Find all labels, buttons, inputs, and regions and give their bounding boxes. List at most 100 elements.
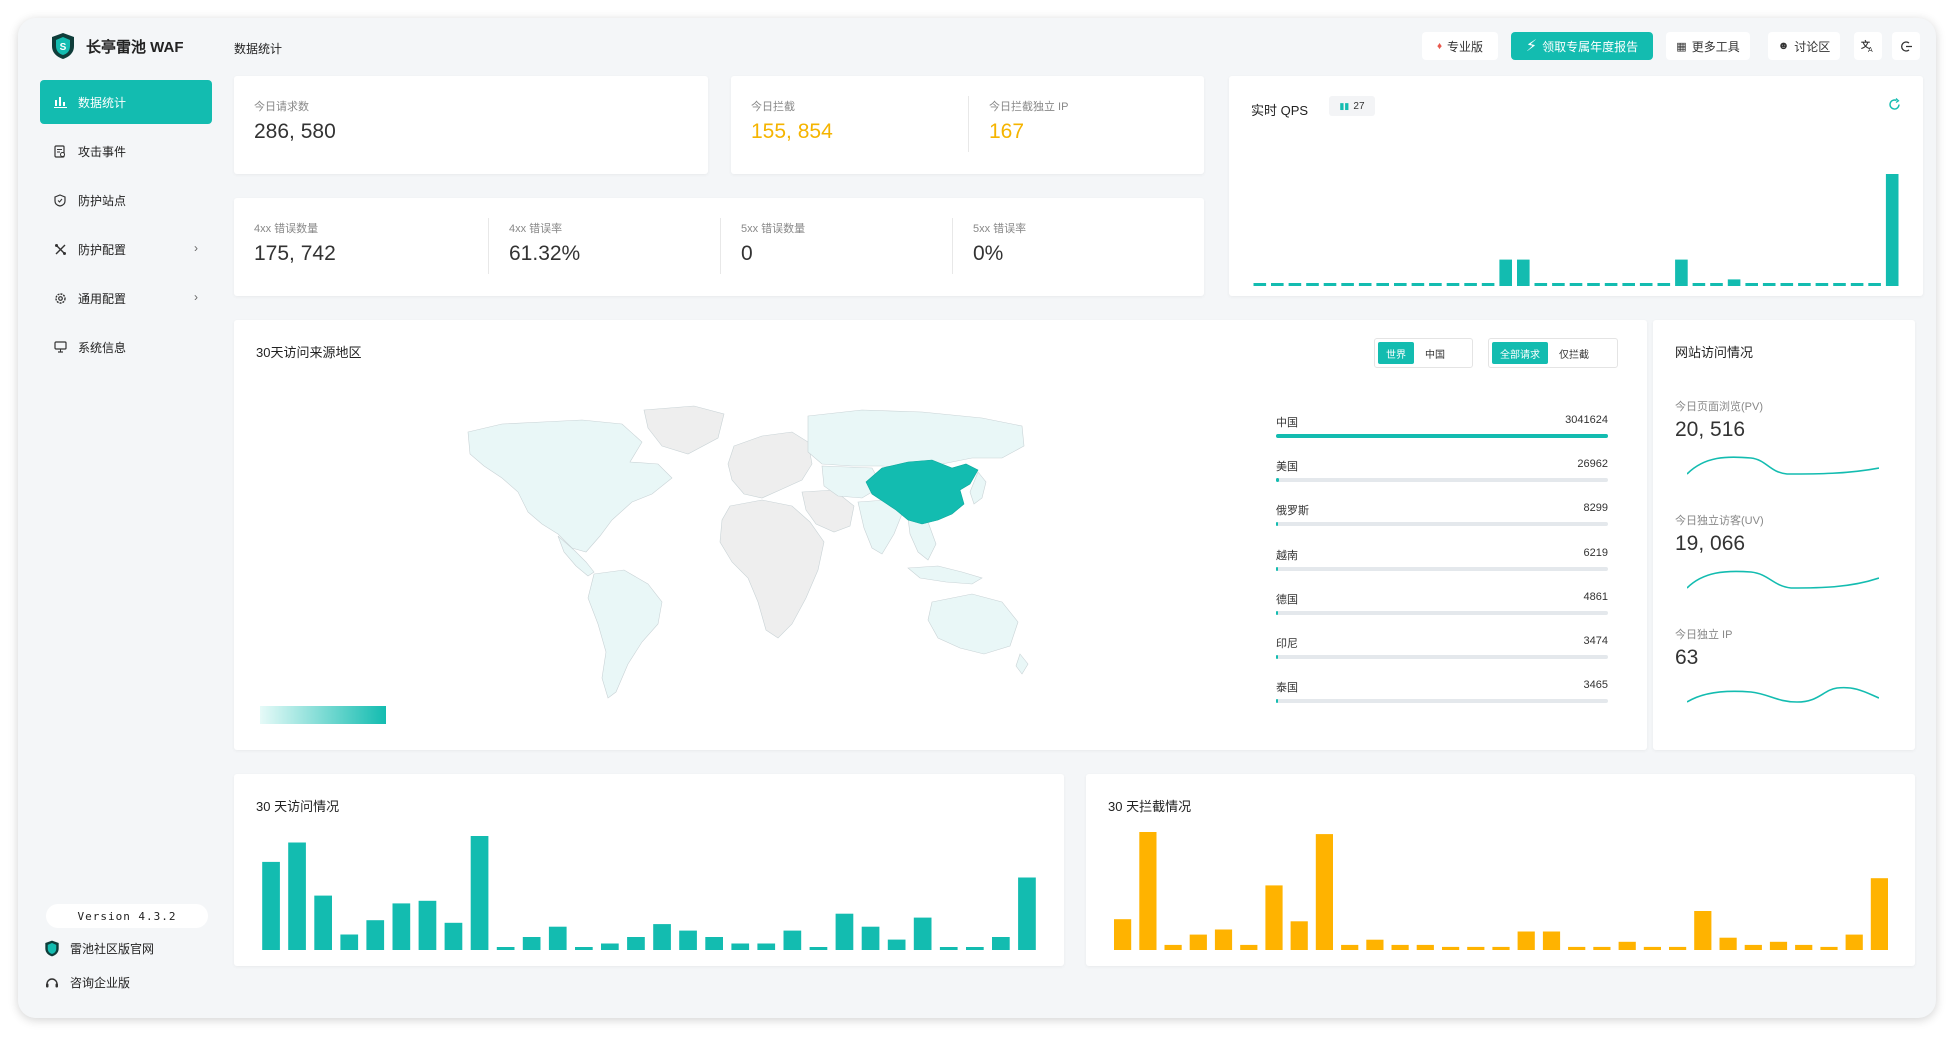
sidebar-item-label: 系统信息 (78, 340, 127, 355)
shield-logo-icon: S (52, 33, 74, 59)
chart-bar (1429, 283, 1442, 286)
discussion-button[interactable]: ☻ 讨论区 (1768, 32, 1840, 60)
divider (968, 96, 969, 152)
chart-bar (1622, 283, 1635, 286)
region-value: 6219 (1583, 546, 1608, 559)
divider (720, 218, 721, 274)
divider (952, 218, 953, 274)
shield-logo-icon (45, 940, 59, 957)
chart-bar (496, 947, 515, 950)
lightning-icon: ⚡ (1525, 38, 1538, 55)
chart-bar (1265, 885, 1283, 950)
chart-bar (392, 903, 411, 950)
chart-bar (1164, 944, 1182, 950)
chart-bar (1517, 259, 1530, 286)
chart-bar (1587, 283, 1600, 286)
today-blocked-ip-label: 今日拦截独立 IP (989, 101, 1069, 113)
chart-bar (1341, 283, 1354, 286)
err-4xx-rate-label: 4xx 错误率 (509, 223, 563, 235)
chart-bar (1018, 877, 1036, 950)
sidebar-item-protection-config[interactable]: 防护配置 › (40, 227, 212, 271)
list-item: 俄罗斯 8299 (1276, 502, 1608, 546)
map-australia (927, 593, 1019, 655)
chart-bar (288, 842, 306, 950)
monitor-icon (52, 339, 68, 355)
chart-bar (757, 943, 776, 950)
filter-option-blocked[interactable]: 仅拦截 (1559, 349, 1589, 361)
region-bar-track (1276, 610, 1608, 615)
chart-bar (1675, 259, 1688, 286)
more-tools-button[interactable]: ▦ 更多工具 (1666, 32, 1750, 60)
document-icon (52, 143, 68, 159)
chart-bar (809, 947, 828, 950)
map-europe (727, 431, 813, 499)
pv-value: 20, 516 (1675, 418, 1746, 441)
chart-bar (1288, 283, 1302, 286)
app-window: S 长亭雷池 WAF 数据统计 攻击事件 防护站点 (18, 18, 1936, 1018)
chart-bar (1719, 937, 1737, 950)
chart-bar (705, 937, 723, 950)
chart-bar (1798, 283, 1811, 286)
visits-30d-card: 30 天访问情况 (234, 774, 1064, 966)
chart-bar (522, 937, 541, 950)
region-bar-track (1276, 654, 1608, 659)
region-value: 3474 (1583, 634, 1608, 647)
region-bar-track (1276, 566, 1608, 571)
chart-bar (1669, 946, 1687, 950)
chart-bar (1552, 283, 1565, 286)
blocks-30d-card: 30 天拦截情况 (1086, 774, 1915, 966)
annual-report-button[interactable]: ⚡ 领取专属年度报告 (1511, 32, 1653, 60)
chart-bar (1358, 283, 1372, 286)
app-logo[interactable]: S 长亭雷池 WAF (50, 32, 184, 60)
logout-button[interactable] (1892, 32, 1920, 60)
region-bar-fill (1276, 566, 1278, 571)
chart-bar (1139, 832, 1157, 950)
sidebar-item-general-config[interactable]: 通用配置 › (40, 276, 212, 320)
chart-bar (679, 930, 697, 950)
chart-bar (1189, 934, 1207, 950)
region-name: 德国 (1276, 593, 1298, 606)
chart-bar (1845, 934, 1863, 950)
region-bar-fill (1276, 478, 1279, 483)
divider (488, 218, 489, 274)
svg-text:文: 文 (1861, 39, 1871, 50)
chart-bar (1694, 911, 1712, 950)
list-item: 泰国 3465 (1276, 679, 1608, 723)
map-russia (807, 409, 1025, 469)
chart-bar (1442, 946, 1460, 950)
refresh-icon[interactable] (1888, 98, 1901, 111)
sidebar-item-system-info[interactable]: 系统信息 (40, 325, 212, 369)
chart-bar (1391, 944, 1409, 950)
chart-bar (1517, 931, 1535, 950)
chart-bar (262, 861, 280, 950)
people-icon: ☻ (1777, 40, 1790, 52)
chart-bar (1376, 283, 1389, 286)
map-central-america (557, 535, 595, 577)
chart-bar (366, 920, 385, 950)
sidebar-item-attack-events[interactable]: 攻击事件 (40, 129, 212, 173)
blocks-30d-bar-chart (1114, 832, 1888, 950)
sidebar-item-statistics[interactable]: 数据统计 (40, 80, 212, 124)
pro-edition-button[interactable]: ♦ 专业版 (1422, 32, 1498, 60)
scope-option-china[interactable]: 中国 (1425, 349, 1445, 361)
region-name: 俄罗斯 (1276, 505, 1309, 518)
scope-option-world[interactable]: 世界 (1378, 342, 1414, 364)
sidebar-item-label: 通用配置 (78, 291, 127, 306)
ip-sparkline (1687, 686, 1879, 703)
chart-bar (1833, 283, 1846, 286)
sidebar-item-protected-sites[interactable]: 防护站点 (40, 178, 212, 222)
chart-bar (1795, 944, 1813, 950)
shield-icon (52, 192, 68, 208)
filter-option-all[interactable]: 全部请求 (1492, 342, 1548, 364)
qps-badge: ▮▮ 27 (1329, 96, 1375, 116)
region-value: 3465 (1583, 679, 1608, 692)
enterprise-consult-link[interactable]: 咨询企业版 (44, 974, 130, 991)
region-name: 泰国 (1276, 682, 1298, 695)
headset-icon (46, 977, 58, 987)
community-site-link[interactable]: 雷池社区版官网 (44, 940, 154, 957)
list-item: 越南 6219 (1276, 547, 1608, 591)
site-visits-title: 网站访问情况 (1675, 345, 1754, 360)
region-bar-fill (1276, 699, 1278, 704)
err-5xx-count-label: 5xx 错误数量 (741, 223, 806, 235)
